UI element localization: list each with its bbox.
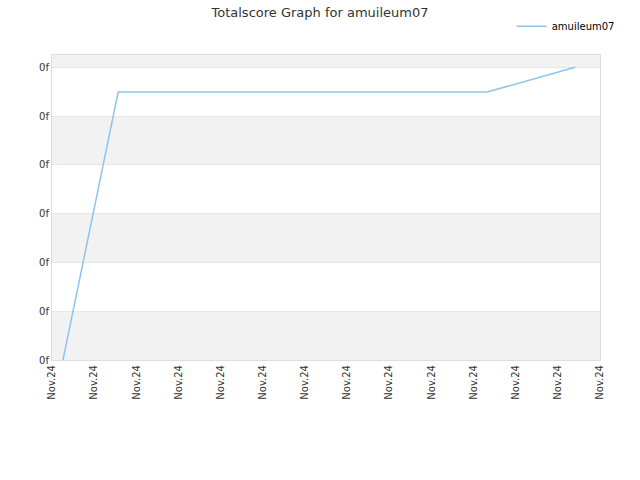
svg-text:Nov.24: Nov.24 [257, 365, 268, 400]
svg-text:Nov.24: Nov.24 [594, 365, 605, 400]
svg-text:0f: 0f [39, 306, 49, 317]
svg-text:Nov.24: Nov.24 [173, 365, 184, 400]
svg-text:Nov.24: Nov.24 [341, 365, 352, 400]
svg-text:Nov.24: Nov.24 [215, 365, 226, 400]
svg-text:Totalscore Graph for amuileum0: Totalscore Graph for amuileum07 [211, 5, 429, 20]
svg-text:0f: 0f [39, 62, 49, 73]
svg-text:Nov.24: Nov.24 [468, 365, 479, 400]
svg-text:Nov.24: Nov.24 [383, 365, 394, 400]
svg-text:Nov.24: Nov.24 [88, 365, 99, 400]
svg-text:Nov.24: Nov.24 [299, 365, 310, 400]
svg-text:0f: 0f [39, 355, 49, 366]
svg-text:0f: 0f [39, 159, 49, 170]
svg-text:amuileum07: amuileum07 [552, 21, 615, 32]
svg-text:Nov.24: Nov.24 [46, 365, 57, 400]
svg-text:Nov.24: Nov.24 [131, 365, 142, 400]
svg-text:0f: 0f [39, 111, 49, 122]
svg-text:0f: 0f [39, 257, 49, 268]
svg-text:Nov.24: Nov.24 [426, 365, 437, 400]
svg-text:Nov.24: Nov.24 [510, 365, 521, 400]
svg-text:0f: 0f [39, 208, 49, 219]
svg-text:Nov.24: Nov.24 [552, 365, 563, 400]
